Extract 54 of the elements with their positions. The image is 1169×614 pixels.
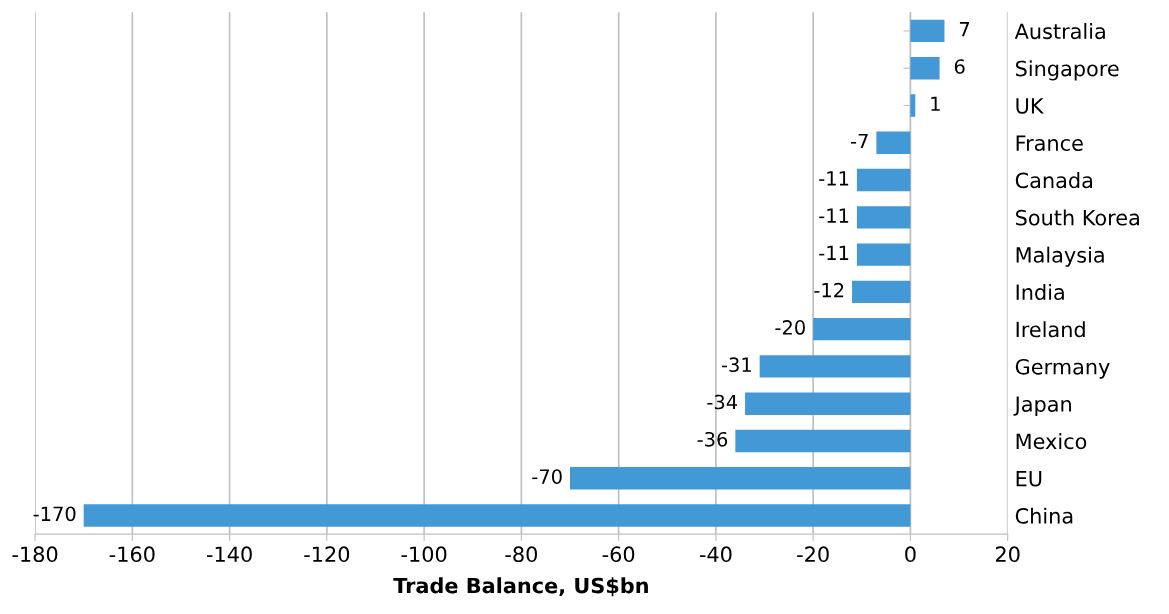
data-label: -12	[814, 282, 844, 298]
bar	[856, 168, 911, 192]
data-label: -11	[819, 208, 849, 223]
y-tick-label: Malaysia	[1016, 246, 1104, 267]
x-tick-label: -120	[304, 546, 350, 563]
y-tick-label: China	[1015, 507, 1073, 524]
y-tick-label: Japan	[1013, 396, 1071, 416]
x-tick-label: 0	[905, 546, 916, 563]
data-label: -31	[721, 357, 751, 373]
bar	[910, 94, 916, 117]
data-label: 7	[959, 22, 970, 37]
bar	[813, 317, 911, 341]
y-tick-label: Germany	[1015, 358, 1110, 379]
data-label: -11	[819, 245, 849, 260]
bar	[856, 206, 911, 229]
bar	[735, 429, 911, 453]
y-tick-label: Mexico	[1016, 433, 1087, 450]
bar	[856, 243, 911, 266]
data-label: 1	[931, 96, 940, 111]
y-tick-label: Canada	[1015, 172, 1093, 189]
x-tick-label: -140	[206, 546, 252, 563]
bar	[876, 131, 911, 154]
bar	[759, 355, 911, 378]
x-tick-label: -100	[401, 546, 447, 563]
data-label: -20	[775, 320, 805, 335]
y-tick-label: UK	[1016, 98, 1044, 114]
data-label: -11	[819, 171, 849, 186]
y-tick-label: EU	[1016, 470, 1042, 487]
bar	[910, 57, 940, 80]
y-tick-label: Singapore	[1016, 60, 1119, 81]
x-tick-label: -40	[699, 546, 732, 563]
x-tick-label: -60	[602, 546, 635, 563]
x-tick-label: -180	[12, 546, 58, 563]
data-label: -36	[697, 431, 728, 447]
bar	[745, 392, 911, 415]
data-label: -7	[851, 133, 868, 149]
data-label: -34	[707, 394, 738, 410]
y-tick-label: India	[1016, 283, 1064, 301]
data-label: -70	[532, 469, 562, 484]
bar	[910, 19, 945, 43]
y-tick-label: Australia	[1014, 23, 1105, 40]
x-axis-title: Trade Balance, US$bn	[393, 577, 648, 597]
x-tick-label: -80	[505, 546, 537, 563]
data-label: 6	[954, 59, 965, 74]
x-tick-label: -160	[109, 546, 155, 563]
y-tick-label: France	[1016, 135, 1083, 151]
y-tick-label: South Korea	[1016, 209, 1139, 226]
data-label: -170	[33, 506, 76, 522]
bar	[570, 467, 911, 490]
x-tick-label: -20	[797, 546, 829, 563]
bar	[83, 504, 911, 527]
x-tick-label: 20	[995, 546, 1020, 563]
bar	[852, 280, 911, 304]
y-tick-label: Ireland	[1016, 321, 1085, 338]
